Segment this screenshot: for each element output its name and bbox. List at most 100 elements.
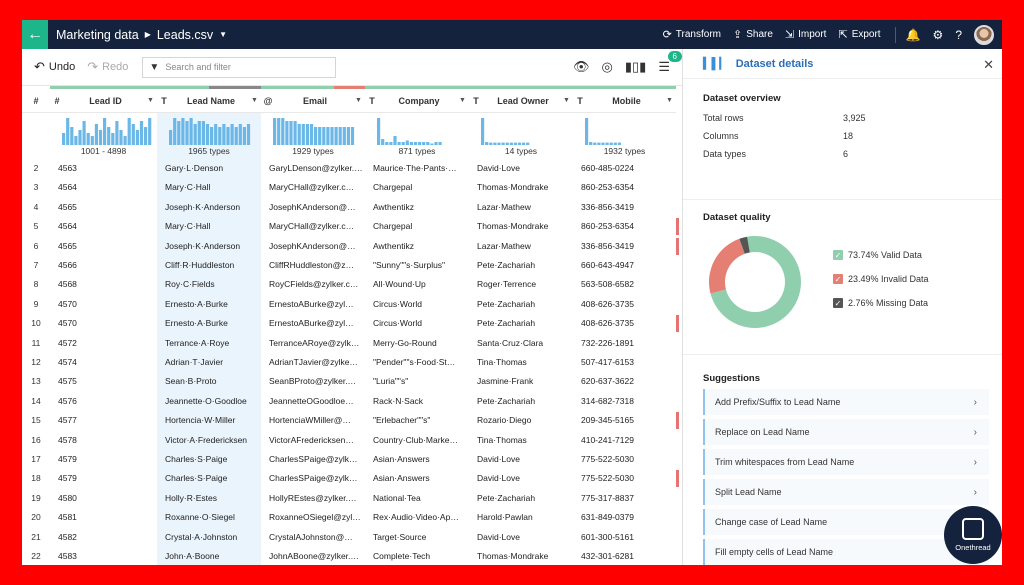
cell-company[interactable]: Circus·World: [373, 318, 422, 329]
cell-mobile[interactable]: 432-301-6281: [581, 551, 634, 561]
column-header-mobile[interactable]: T Mobile ▼: [573, 89, 676, 113]
suggestion-item[interactable]: Replace on Lead Name ›: [703, 419, 989, 445]
cell-id[interactable]: 4583: [58, 551, 77, 561]
cell-mobile[interactable]: 507-417-6153: [581, 357, 634, 367]
redo-button[interactable]: ↷ Redo: [87, 59, 128, 75]
export-button[interactable]: ⇱ Export: [838, 28, 880, 41]
cell-company[interactable]: Complete·Tech: [373, 551, 431, 561]
cell-mobile[interactable]: 660-485-0224: [581, 163, 634, 173]
cell-email[interactable]: RoyCFields@zylker.c…: [269, 279, 359, 290]
table-row[interactable]: 15 4577 Hortencia·W·Miller HortenciaWMiller…: [22, 411, 682, 430]
cell-mobile[interactable]: 660-643-4947: [581, 260, 634, 270]
cell-company[interactable]: Circus·World: [373, 298, 422, 309]
cell-owner[interactable]: Pete·Zachariah: [477, 260, 536, 270]
cell-name[interactable]: Adrian·T·Javier: [165, 357, 224, 367]
cell-email[interactable]: JosephKAnderson@…: [269, 240, 356, 251]
cell-company[interactable]: Awthentikz: [373, 240, 414, 251]
table-row[interactable]: 9 4570 Ernesto·A·Burke ErnestoABurke@zyl… Ci…: [22, 295, 682, 314]
cell-owner[interactable]: Pete·Zachariah: [477, 395, 536, 406]
cell-name[interactable]: Roxanne·O·Siegel: [165, 512, 235, 523]
cell-mobile[interactable]: 601-300-5161: [581, 531, 634, 542]
avatar[interactable]: [974, 24, 994, 45]
cell-email[interactable]: HollyREstes@zylker.…: [269, 492, 357, 503]
cell-email[interactable]: MaryCHall@zylker.c…: [269, 221, 355, 232]
share-button[interactable]: ⇪ Share: [733, 28, 773, 41]
cell-id[interactable]: 4565: [58, 240, 77, 251]
table-row[interactable]: 22 4583 John·A·Boone JohnABoone@zylker.… Com…: [22, 547, 682, 565]
cell-mobile[interactable]: 336-856-3419: [581, 240, 634, 251]
column-menu-icon[interactable]: ▼: [147, 97, 154, 104]
checkbox-icon[interactable]: ✓: [833, 298, 843, 308]
cell-id[interactable]: 4564: [58, 221, 77, 232]
cell-name[interactable]: Joseph·K·Anderson: [165, 201, 241, 212]
cell-name[interactable]: Holly·R·Estes: [165, 492, 217, 503]
cell-id[interactable]: 4578: [58, 434, 77, 445]
cell-mobile[interactable]: 620-637-3622: [581, 376, 634, 387]
column-menu-icon[interactable]: ▼: [666, 97, 673, 104]
column-header-id[interactable]: # Lead ID ▼: [50, 89, 157, 113]
cell-owner[interactable]: Thomas·Mondrake: [477, 551, 549, 561]
cell-mobile[interactable]: 410-241-7129: [581, 434, 634, 445]
cell-company[interactable]: Asian·Answers: [373, 473, 430, 484]
cell-company[interactable]: Maurice·The·Pants·…: [373, 163, 457, 173]
gear-icon[interactable]: ⚙: [932, 27, 944, 42]
table-row[interactable]: 7 4566 Cliff·R·Huddleston CliffRHuddleston@…: [22, 256, 682, 275]
cell-owner[interactable]: Jasmine·Frank: [477, 376, 534, 387]
undo-button[interactable]: ↶ Undo: [34, 59, 75, 75]
column-menu-icon[interactable]: ▼: [251, 97, 258, 104]
quality-legend-item[interactable]: ✓ 2.76% Missing Data: [833, 298, 928, 308]
cell-owner[interactable]: Rozario·Diego: [477, 415, 532, 426]
cell-company[interactable]: Rack·N·Sack: [373, 395, 424, 406]
transform-button[interactable]: ⟳ Transform: [663, 28, 721, 41]
column-header-owner[interactable]: T Lead Owner ▼: [469, 89, 573, 113]
cell-owner[interactable]: Harold·Pawlan: [477, 512, 533, 523]
table-row[interactable]: 6 4565 Joseph·K·Anderson JosephKAnderson@… A…: [22, 237, 682, 256]
cell-email[interactable]: MaryCHall@zylker.c…: [269, 182, 355, 193]
cell-mobile[interactable]: 732-226-1891: [581, 337, 634, 348]
cell-name[interactable]: Cliff·R·Huddleston: [165, 260, 235, 270]
table-row[interactable]: 20 4581 Roxanne·O·Siegel RoxanneOSiegel@zyl…: [22, 508, 682, 527]
cell-owner[interactable]: Pete·Zachariah: [477, 318, 536, 329]
cell-id[interactable]: 4582: [58, 531, 77, 542]
suggestion-item[interactable]: Trim whitespaces from Lead Name ›: [703, 449, 989, 475]
cell-company[interactable]: Asian·Answers: [373, 454, 430, 464]
cell-id[interactable]: 4574: [58, 357, 77, 367]
cell-name[interactable]: Crystal·A·Johnston: [165, 531, 238, 542]
cell-id[interactable]: 4570: [58, 298, 77, 309]
cell-owner[interactable]: Lazar·Mathew: [477, 240, 531, 251]
cell-id[interactable]: 4568: [58, 279, 77, 290]
table-row[interactable]: 12 4574 Adrian·T·Javier AdrianTJavier@zylke…: [22, 353, 682, 372]
cell-company[interactable]: "Sunny""s·Surplus": [373, 260, 446, 270]
cell-name[interactable]: Roy·C·Fields: [165, 279, 215, 290]
close-icon[interactable]: ✕: [983, 57, 994, 72]
column-menu-icon[interactable]: ▼: [563, 97, 570, 104]
cell-name[interactable]: Hortencia·W·Miller: [165, 415, 236, 426]
cell-mobile[interactable]: 775-317-8837: [581, 492, 634, 503]
target-icon[interactable]: ◎: [601, 59, 613, 74]
cell-id[interactable]: 4580: [58, 492, 77, 503]
column-stats-icon[interactable]: ▮▯▮: [624, 59, 647, 74]
cell-id[interactable]: 4576: [58, 395, 77, 406]
quality-legend-item[interactable]: ✓ 23.49% Invalid Data: [833, 274, 929, 284]
table-row[interactable]: 14 4576 Jeannette·O·Goodloe JeannetteOGoodl…: [22, 392, 682, 411]
cell-email[interactable]: TerranceARoye@zylk…: [269, 337, 360, 348]
cell-company[interactable]: Country·Club·Marke…: [373, 434, 459, 445]
cell-mobile[interactable]: 336-856-3419: [581, 201, 634, 212]
cell-company[interactable]: Rex·Audio·Video·Ap…: [373, 512, 459, 523]
cell-company[interactable]: "Pender""s·Food·St…: [373, 357, 456, 367]
cell-name[interactable]: Charles·S·Paige: [165, 473, 228, 484]
cell-email[interactable]: CliffRHuddleston@z…: [269, 260, 355, 270]
rules-icon[interactable]: ☰ 6: [658, 51, 682, 75]
cell-owner[interactable]: Santa·Cruz·Clara: [477, 337, 544, 348]
table-row[interactable]: 5 4564 Mary·C·Hall MaryCHall@zylker.c… Charg…: [22, 217, 682, 236]
cell-id[interactable]: 4566: [58, 260, 77, 270]
cell-email[interactable]: ErnestoABurke@zyl…: [269, 318, 354, 329]
table-row[interactable]: 17 4579 Charles·S·Paige CharlesSPaige@zylk……: [22, 450, 682, 469]
table-row[interactable]: 2 4563 Gary·L·Denson GaryLDenson@zylker.c… M…: [22, 159, 682, 178]
cell-owner[interactable]: Pete·Zachariah: [477, 298, 536, 309]
cell-id[interactable]: 4563: [58, 163, 77, 173]
cell-owner[interactable]: Thomas·Mondrake: [477, 221, 549, 232]
cell-name[interactable]: Mary·C·Hall: [165, 221, 211, 232]
cell-email[interactable]: SeanBProto@zylker.…: [269, 376, 357, 387]
cell-id[interactable]: 4565: [58, 201, 77, 212]
